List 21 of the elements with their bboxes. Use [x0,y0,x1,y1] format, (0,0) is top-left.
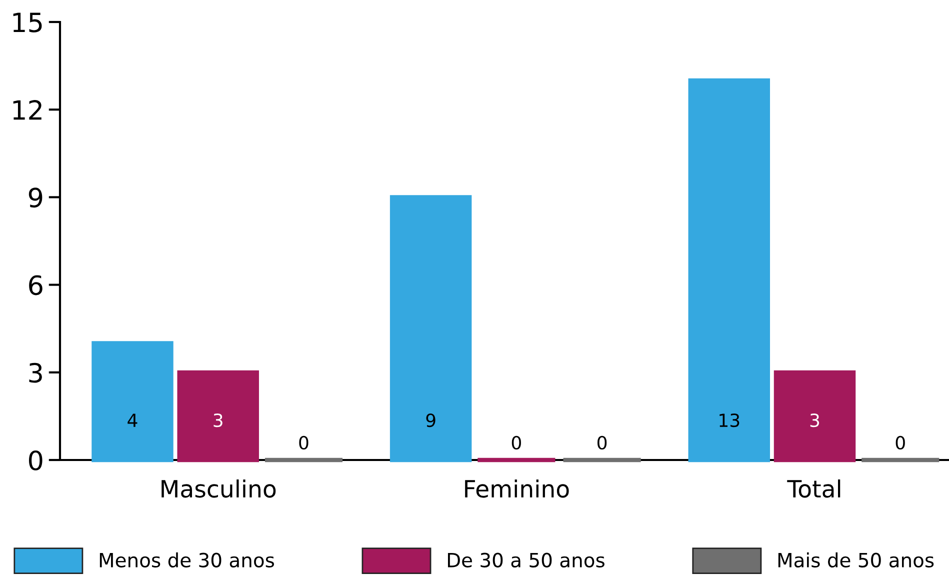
data-label: 0 [299,436,308,450]
y-tick-label: 0 [28,450,42,470]
x-tick-label: Total [787,479,840,498]
data-label: 3 [810,413,820,428]
legend-label: De 30 a 50 anos [448,552,604,568]
x-tick-label: Feminino [465,479,569,498]
data-label: 4 [128,414,138,427]
y-tick-label: 15 [13,12,42,32]
data-label: 9 [426,413,436,428]
data-label: 0 [896,436,905,450]
legend-label: Mais de 50 anos [778,552,934,568]
y-tick-label: 12 [13,100,42,120]
data-label: 0 [512,436,521,450]
y-tick-label: 9 [28,188,42,208]
data-label: 0 [598,436,607,450]
y-tick-label: 6 [29,275,42,296]
legend-label: Menos de 30 anos [100,552,274,568]
data-label: 3 [214,413,222,428]
data-label: 13 [720,413,740,428]
x-tick-label: Masculino [162,479,276,498]
y-tick-label: 3 [29,362,42,383]
